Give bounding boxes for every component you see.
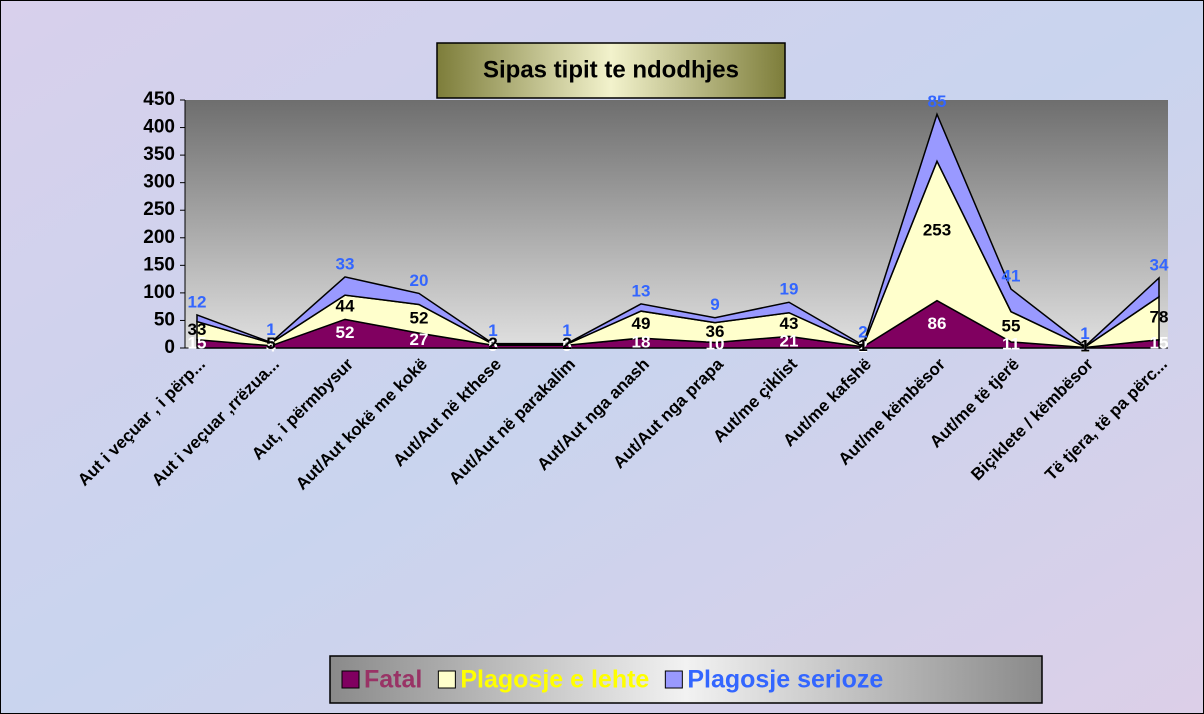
- data-label: 5: [266, 334, 275, 353]
- data-label: 52: [410, 308, 429, 327]
- data-label: 55: [1002, 316, 1021, 335]
- data-label: 1: [1080, 337, 1089, 356]
- data-label: 43: [780, 314, 799, 333]
- data-label: 33: [188, 320, 207, 339]
- legend-swatch: [437, 670, 456, 689]
- data-label: 18: [632, 333, 651, 352]
- data-label: 19: [780, 280, 799, 299]
- data-label: 33: [336, 254, 355, 273]
- data-label: 12: [188, 292, 207, 311]
- data-label: 1: [858, 336, 867, 355]
- data-label: 4: [266, 336, 276, 355]
- data-label: 15: [1150, 333, 1169, 352]
- y-tick-label: 350: [143, 144, 175, 165]
- y-tick-label: 200: [143, 227, 175, 248]
- data-label: 2: [562, 334, 571, 353]
- legend-label: Plagosje serioze: [687, 666, 883, 694]
- data-label: 34: [1150, 255, 1169, 274]
- data-label: 21: [780, 332, 799, 351]
- data-label: 78: [1150, 308, 1169, 327]
- data-label: 85: [928, 92, 947, 111]
- legend-swatch: [664, 670, 683, 689]
- y-tick-label: 0: [164, 337, 175, 358]
- data-label: 11: [1002, 334, 1020, 353]
- data-label: 1: [1080, 337, 1089, 356]
- data-label: 5: [488, 336, 497, 355]
- data-label: 15: [188, 333, 207, 352]
- y-tick-label: 50: [154, 309, 175, 330]
- data-label: 86: [928, 314, 947, 333]
- y-tick-label: 150: [143, 254, 175, 275]
- data-label: 20: [410, 271, 429, 290]
- title-box: [436, 42, 786, 99]
- y-tick-label: 100: [143, 282, 175, 303]
- y-tick-label: 400: [143, 117, 175, 138]
- data-label: 2: [488, 334, 497, 353]
- legend-label: Fatal: [364, 666, 422, 694]
- data-label: 9: [710, 295, 719, 314]
- data-label: 1: [266, 320, 275, 339]
- y-tick-label: 450: [143, 89, 175, 110]
- data-label: 36: [706, 322, 725, 341]
- legend-box: [329, 655, 1043, 704]
- y-tick-label: 300: [143, 172, 175, 193]
- data-label: 1: [562, 321, 571, 340]
- chart-title: Sipas tipit te ndodhjes: [483, 56, 739, 83]
- data-label: 10: [706, 335, 725, 354]
- data-label: 2: [858, 337, 867, 356]
- area: [196, 112, 1160, 348]
- legend-label: Plagosje e lehte: [460, 666, 649, 694]
- data-label: 253: [923, 220, 951, 239]
- data-label: 44: [336, 297, 355, 316]
- data-label: 1: [1080, 324, 1089, 343]
- data-label: 27: [410, 330, 429, 349]
- data-label: 2: [858, 323, 867, 342]
- data-label: 1: [488, 321, 497, 340]
- data-label: 41: [1002, 267, 1021, 286]
- legend-swatch: [341, 670, 360, 689]
- data-label: 52: [336, 323, 355, 342]
- data-label: 13: [632, 281, 651, 300]
- y-tick-label: 250: [143, 199, 175, 220]
- data-label: 49: [632, 314, 651, 333]
- data-label: 5: [562, 336, 571, 355]
